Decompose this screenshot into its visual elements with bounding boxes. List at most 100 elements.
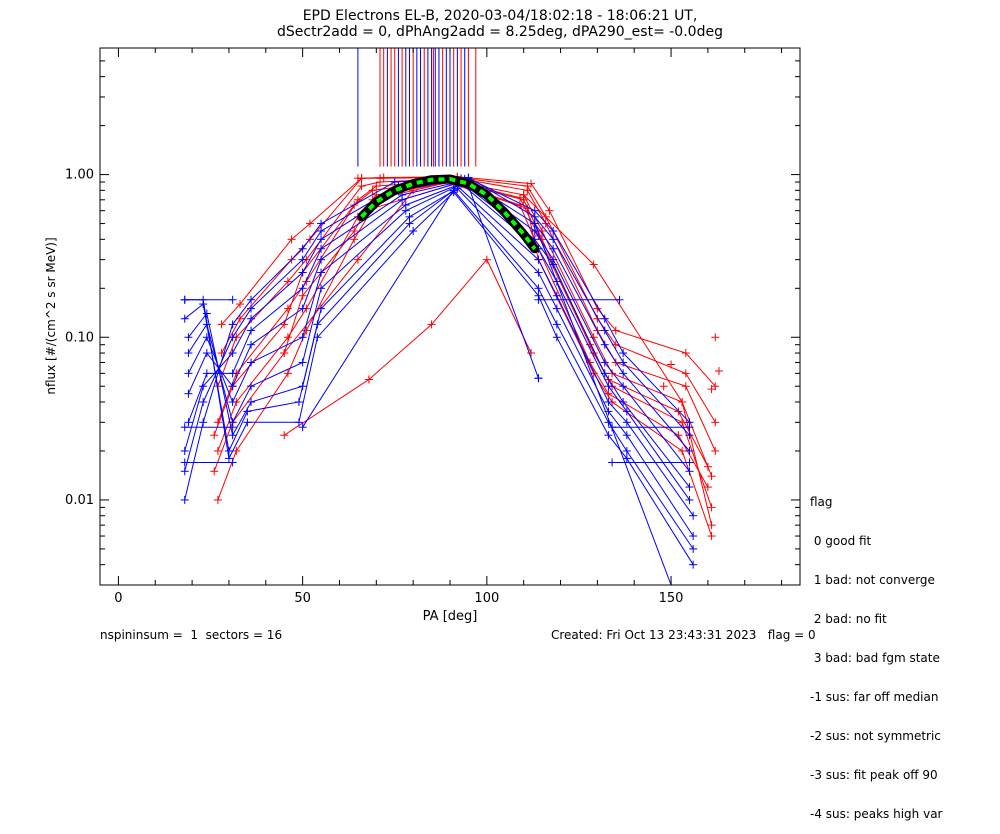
data-point — [298, 244, 307, 253]
series-line — [213, 179, 709, 467]
data-point — [711, 446, 720, 455]
data-point — [228, 423, 237, 432]
data-point — [659, 382, 668, 391]
series-line — [187, 181, 690, 488]
data-point — [409, 227, 418, 236]
data-point — [357, 182, 366, 191]
data-point — [376, 174, 384, 183]
data-point — [619, 358, 628, 367]
data-point — [703, 483, 712, 492]
series-blue — [180, 295, 237, 304]
fit-curve-outline — [357, 174, 540, 254]
data-point — [678, 397, 687, 406]
chart-title-line1: EPD Electrons EL-B, 2020-03-04/18:02:18 … — [302, 8, 698, 24]
data-point — [184, 418, 193, 427]
data-point — [593, 314, 602, 323]
data-point — [247, 358, 256, 367]
data-point — [707, 503, 716, 512]
y-tick-label: 1.00 — [65, 168, 94, 183]
series-red — [519, 190, 716, 530]
data-point — [302, 326, 311, 335]
data-point — [685, 423, 694, 432]
data-point — [228, 349, 237, 358]
x-axis-label: PA [deg] — [423, 609, 478, 624]
legend-item: -3 sus: fit peak off 90 — [810, 768, 938, 782]
data-point — [364, 375, 373, 384]
data-point — [213, 495, 222, 504]
series-line — [187, 185, 694, 516]
data-point — [622, 407, 631, 416]
legend-item: -4 sus: peaks high var — [810, 807, 943, 821]
data-point — [247, 382, 256, 391]
data-point — [689, 544, 698, 553]
series-blue — [180, 173, 694, 476]
data-point — [685, 446, 694, 455]
data-point — [298, 333, 307, 342]
data-point — [228, 333, 237, 342]
data-point — [600, 314, 609, 323]
data-point — [298, 291, 307, 300]
data-point — [545, 206, 554, 215]
data-point — [280, 349, 289, 358]
data-point — [482, 255, 491, 264]
data-point — [552, 291, 561, 300]
data-point — [681, 369, 690, 378]
data-point — [707, 521, 716, 530]
data-point — [213, 446, 222, 455]
data-point — [678, 418, 687, 427]
data-point — [622, 446, 631, 455]
data-point — [283, 369, 292, 378]
x-tick-label: 50 — [294, 591, 311, 606]
data-point — [298, 268, 307, 277]
data-point — [180, 446, 189, 455]
data-point — [379, 173, 388, 182]
data-point — [619, 349, 628, 358]
data-point — [534, 374, 543, 383]
data-point — [685, 483, 694, 492]
data-point — [552, 304, 561, 313]
data-point — [401, 206, 410, 215]
data-point — [608, 458, 617, 467]
data-point — [236, 300, 244, 309]
data-point — [247, 397, 256, 406]
data-point — [199, 397, 208, 406]
data-point — [707, 532, 716, 541]
data-point — [600, 340, 609, 349]
data-point — [685, 458, 694, 467]
data-point — [228, 320, 237, 329]
footer-right: Created: Fri Oct 13 23:43:31 2023 flag =… — [551, 628, 816, 642]
data-point — [604, 382, 613, 391]
data-point — [350, 235, 359, 244]
data-point — [283, 304, 292, 313]
data-point — [298, 255, 307, 264]
series-line — [302, 177, 462, 428]
data-point — [685, 431, 694, 440]
x-tick-label: 100 — [474, 591, 499, 606]
data-point — [622, 454, 631, 463]
legend-item: 1 bad: not converge — [810, 573, 935, 587]
data-point — [247, 295, 256, 304]
flag-legend: flag 0 good fit 1 bad: not converge 2 ba… — [810, 470, 942, 834]
data-point — [530, 212, 539, 221]
data-point — [619, 369, 628, 378]
data-point — [280, 431, 289, 440]
data-point — [228, 397, 237, 406]
data-point — [549, 235, 558, 244]
data-point — [202, 349, 211, 358]
data-point — [294, 397, 303, 406]
series-line — [217, 181, 713, 508]
data-point — [298, 284, 307, 293]
data-point — [689, 511, 698, 520]
data-point — [368, 186, 377, 195]
data-point — [678, 446, 687, 455]
data-point — [228, 369, 237, 378]
data-point — [180, 495, 189, 504]
legend-item: 3 bad: bad fgm state — [810, 651, 940, 665]
data-point — [210, 467, 219, 476]
data-point — [199, 418, 208, 427]
chart-title-line2: dSectr2add = 0, dPhAng2add = 8.25deg, dP… — [277, 24, 723, 40]
series-line — [184, 178, 690, 452]
data-point — [317, 244, 326, 253]
data-point — [711, 418, 720, 427]
data-point — [180, 295, 189, 304]
